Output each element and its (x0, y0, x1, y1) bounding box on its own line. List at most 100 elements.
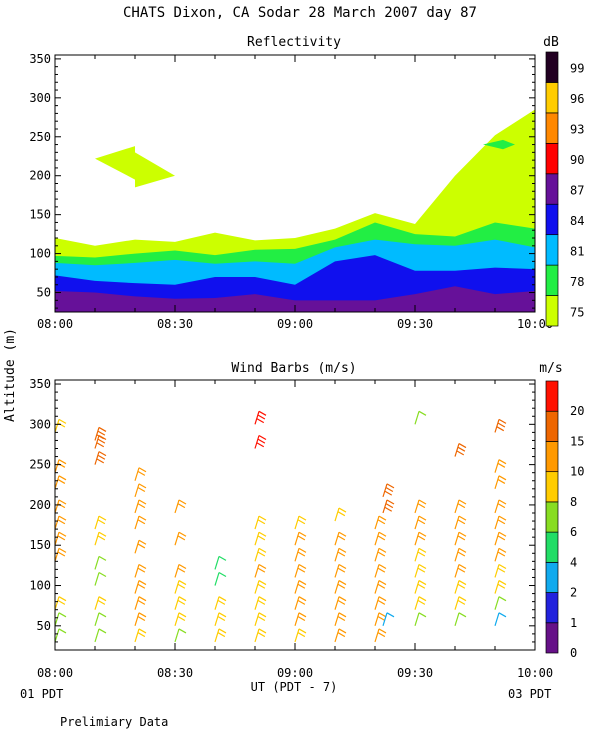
wind-barb-flag (178, 563, 187, 569)
wind-barb-flag (458, 443, 467, 449)
wind-barb-flag (418, 531, 427, 537)
wind-barb-flag (57, 478, 66, 484)
wind-barb-staff (94, 596, 100, 610)
wind-barb-flag (378, 580, 387, 586)
x-tick-label: 09:30 (397, 666, 433, 680)
wind-barb-flag (458, 612, 467, 618)
wind-barb-staff (214, 612, 220, 626)
wind-barb-flag (137, 583, 146, 589)
wind-barb-flag (385, 503, 394, 509)
wind-barb-flag (378, 612, 387, 618)
wind-barb-staff (254, 515, 260, 530)
colorbar-swatch (545, 82, 559, 114)
wind-barb-flag (297, 615, 306, 621)
wind-barb-flag (58, 475, 67, 481)
wind-barb-flag (377, 615, 386, 621)
wind-barb-flag (417, 535, 426, 541)
wind-barb-staff (374, 515, 380, 530)
wind-barb-flag (98, 426, 107, 432)
wind-barb-flag (178, 628, 187, 634)
colorbar-label: 78 (570, 275, 584, 289)
refl-title: Reflectivity (247, 35, 341, 50)
wind-barb-staff (134, 467, 140, 481)
wind-barb-staff (134, 612, 140, 626)
wind-barb-flag (98, 612, 107, 618)
wind-barb-staff (174, 564, 180, 578)
wind-barb-staff (174, 612, 180, 626)
wind-barb-flag (497, 519, 506, 525)
wind-barb-flag (58, 596, 67, 602)
wind-barb-flag (58, 531, 67, 537)
wind-barb-staff (414, 548, 420, 562)
wind-barb-flag (497, 503, 506, 509)
y-axis-label: Altitude (m) (3, 328, 18, 422)
wind-barb-staff (414, 515, 420, 530)
wind-barb-staff (294, 532, 300, 546)
wind-barb-flag (177, 503, 186, 509)
wind-barb-flag (418, 612, 427, 618)
wind-barb-flag (137, 470, 146, 476)
wind-barb-flag (258, 596, 267, 602)
colorbar-swatch (545, 380, 559, 412)
wind-barb-flag (498, 563, 507, 569)
wind-barb-flag (385, 486, 394, 493)
x-tick-label: 10:00 (517, 666, 553, 680)
wind-barb-staff (254, 435, 260, 449)
wind-barb-flag (418, 499, 427, 505)
y-tick-label: 100 (29, 247, 51, 261)
wind-barb-staff (94, 556, 100, 570)
wind-barb-flag (97, 454, 106, 460)
wind-barb-flag (298, 563, 307, 569)
wind-barb-flag (178, 499, 187, 505)
x-tick-label: 09:00 (277, 317, 313, 331)
wind-barb-flag (177, 599, 186, 605)
wind-barb-flag (137, 615, 146, 621)
wind-barb-flag (138, 580, 147, 586)
wind-barb-staff (134, 628, 140, 643)
wind-barb-staff (494, 532, 500, 546)
wind-barb-flag (418, 410, 427, 416)
wind-barb-flag (258, 628, 267, 634)
wind-barb-flag (98, 628, 107, 634)
wind-barb-flag (337, 535, 346, 541)
wind-barb-flag (138, 612, 147, 618)
wind-barb-staff (254, 580, 260, 594)
wind-barb-flag (257, 583, 266, 589)
wind-barb-staff (374, 596, 380, 610)
wind-barb-staff (414, 411, 420, 425)
wind-barb-flag (297, 583, 306, 589)
wind-barb-staff (414, 564, 420, 578)
wind-barb-staff (334, 548, 340, 562)
wind-barb-staff (254, 548, 260, 562)
wind-barb-staff (134, 499, 140, 514)
wind-barb-staff (294, 580, 300, 594)
wind-barb-staff (55, 515, 60, 530)
wind-barb-flag (417, 503, 426, 509)
wind-barb-flag (337, 632, 346, 638)
wind-barb-flag (498, 499, 507, 505)
wind-barb-flag (57, 503, 66, 509)
wind-barb-flag (98, 572, 107, 578)
wind-barb-flag (377, 519, 386, 525)
wind-data (55, 410, 507, 643)
wind-barb-flag (417, 567, 426, 573)
wind-barb-staff (494, 612, 500, 626)
wind-barb-staff (334, 628, 340, 643)
wind-barb-staff (334, 596, 340, 610)
wind-barb-flag (457, 567, 466, 573)
wind-barb-flag (96, 458, 105, 464)
colorbar-label: 81 (570, 244, 584, 258)
wind-barb-flag (337, 567, 346, 573)
wind-barb-flag (338, 628, 347, 634)
wind-barb-flag (137, 567, 146, 573)
wind-barb-flag (257, 632, 266, 638)
wind-barb-staff (55, 532, 60, 546)
x-tick-label: 10:00 (517, 317, 553, 331)
wind-barb-staff (454, 596, 460, 610)
wind-barb-flag (337, 551, 346, 557)
wind-barb-flag (257, 535, 266, 541)
wind-barb-flag (98, 596, 107, 602)
colorbar-swatch (545, 173, 559, 205)
colorbar-label: 8 (570, 495, 577, 509)
wind-barb-flag (498, 596, 507, 602)
